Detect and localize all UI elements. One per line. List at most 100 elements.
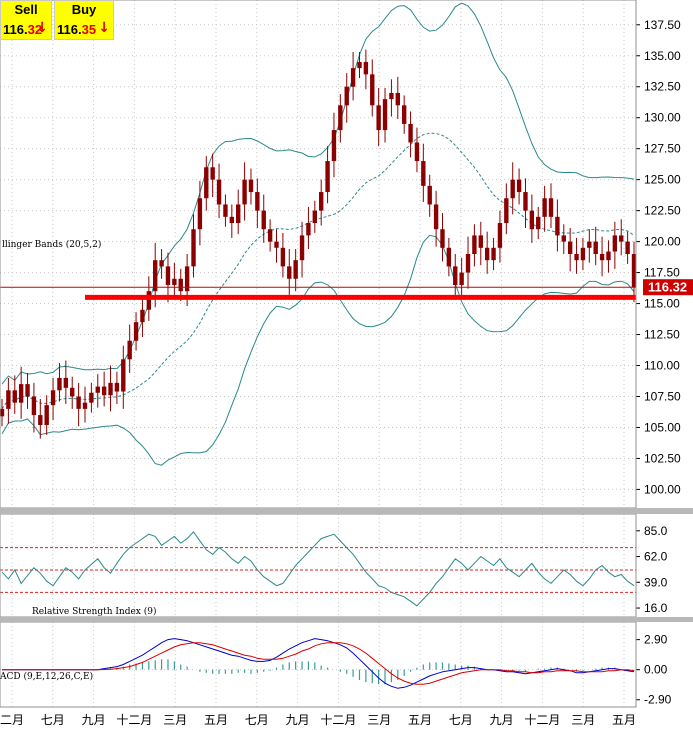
candle-body: [38, 415, 43, 425]
rsi-label: Relative Strength Index (9): [32, 606, 156, 617]
candle-body: [31, 396, 37, 416]
rsi-lines: [1, 531, 635, 607]
candle-body: [242, 179, 247, 205]
current-price-tag-bg: [643, 279, 693, 296]
candle-body: [236, 204, 241, 224]
sell-quote-box[interactable]: Sell 116.32 ↓: [0, 0, 52, 40]
price-panel[interactable]: 100.00 102.50 105.00 107.50 110.00 112.50 115.…: [0, 0, 693, 508]
candle-body: [625, 241, 630, 254]
candle-body: [344, 86, 349, 106]
candle-body: [18, 384, 24, 403]
price-tick-label: 125.00: [644, 173, 681, 187]
candle-body: [165, 266, 171, 285]
candle-body: [229, 216, 235, 224]
x-tick-label: 五月: [612, 713, 636, 727]
candle-body: [312, 210, 317, 224]
rsi-tick-label: 39.0: [644, 575, 668, 589]
price-grid: [0, 0, 636, 508]
candle-body: [267, 229, 273, 242]
candle-body: [504, 198, 509, 224]
candle-body: [370, 74, 375, 106]
candle-body: [548, 198, 554, 217]
buy-quote-box[interactable]: Buy 116.35 ↓: [54, 0, 114, 40]
price-tick-label: 102.50: [644, 451, 681, 465]
x-axis: 二月 七月 九月 十二月 三月 五月 七月 九月 十二月 三月 五月 七月 九月 十二月 三月 五月: [0, 713, 636, 727]
candle-body: [350, 68, 356, 87]
candle-body: [497, 223, 503, 248]
macd-panel[interactable]: 2.90 0.00 -2.90 ACD (9,E,12,26,C,E): [0, 622, 672, 707]
candle-body: [484, 247, 490, 261]
candle-body: [108, 382, 113, 396]
price-tick-label: 137.50: [644, 18, 681, 32]
rsi-tick-label: 62.0: [644, 550, 668, 564]
rsi-panel[interactable]: 85.0 62.0 39.0 16.0 Relative Strength Index…: [0, 514, 668, 617]
candle-body: [510, 179, 515, 199]
candle-body: [287, 266, 292, 279]
panel-separator: [0, 617, 693, 622]
current-price-label: 116.32: [648, 280, 687, 295]
candle-body: [555, 216, 560, 236]
macd-histogram: [103, 659, 635, 685]
sell-price-dec: 32: [27, 22, 43, 37]
bollinger-bands: [1, 2, 635, 466]
panel-frames: [0, 0, 693, 708]
price-tick-label: 132.50: [644, 80, 681, 94]
candle-body: [82, 402, 88, 409]
rsi-tick-label: 16.0: [644, 601, 668, 615]
candle-body: [325, 161, 330, 193]
candle-body: [172, 278, 177, 285]
x-tick-label: 七月: [449, 713, 473, 727]
x-tick-label: 十二月: [320, 713, 356, 727]
current-price-tag: 116.32: [643, 279, 693, 296]
candle-body: [478, 235, 483, 248]
candle-body: [542, 198, 547, 217]
candle-body: [184, 266, 190, 292]
candle-body: [427, 185, 432, 205]
candle-body: [140, 309, 145, 323]
candle-body: [25, 384, 30, 397]
price-tick-label: 115.00: [644, 297, 680, 311]
candle-body: [63, 377, 69, 388]
signal-line: [2, 642, 635, 685]
buy-down-arrow-icon: ↓: [98, 20, 110, 36]
candle-body: [57, 377, 62, 391]
candle-body: [76, 396, 81, 409]
bollinger-label: llinger Bands (20,5,2): [2, 239, 101, 250]
price-tick-label: 100.00: [644, 482, 681, 496]
candle-body: [280, 247, 286, 267]
x-tick-label: 三月: [163, 713, 187, 727]
candle-body: [587, 241, 592, 248]
candle-body: [446, 247, 452, 267]
candle-body: [453, 266, 458, 285]
candle-body: [401, 105, 407, 124]
candle-body: [101, 386, 107, 396]
price-tick-label: 112.50: [644, 328, 680, 342]
candle-body: [216, 179, 222, 205]
macd-line: [2, 638, 635, 689]
sell-price: 116.32: [3, 22, 42, 37]
candle-body: [395, 92, 400, 106]
candle-body: [606, 251, 611, 261]
candle-body: [465, 254, 471, 273]
candle-body: [44, 405, 49, 425]
x-tick-label: 五月: [204, 713, 228, 727]
candle-body: [516, 179, 522, 193]
candle-body: [146, 291, 152, 310]
candle-body: [255, 192, 260, 211]
price-tick-label: 127.50: [644, 142, 681, 156]
candle-body: [580, 247, 586, 261]
candle-body: [363, 61, 369, 75]
x-tick-label: 九月: [82, 713, 106, 727]
candle-body: [414, 142, 420, 162]
candle-body: [223, 204, 228, 217]
macd-lines: [2, 638, 635, 689]
candle-body: [50, 390, 56, 406]
candle-body: [612, 235, 618, 252]
candle-body: [6, 390, 11, 409]
candle-body: [121, 359, 126, 392]
bollinger-lower-band: [1, 234, 635, 466]
candle-body: [204, 167, 209, 199]
candle-body: [127, 340, 132, 360]
candle-body: [561, 235, 566, 242]
